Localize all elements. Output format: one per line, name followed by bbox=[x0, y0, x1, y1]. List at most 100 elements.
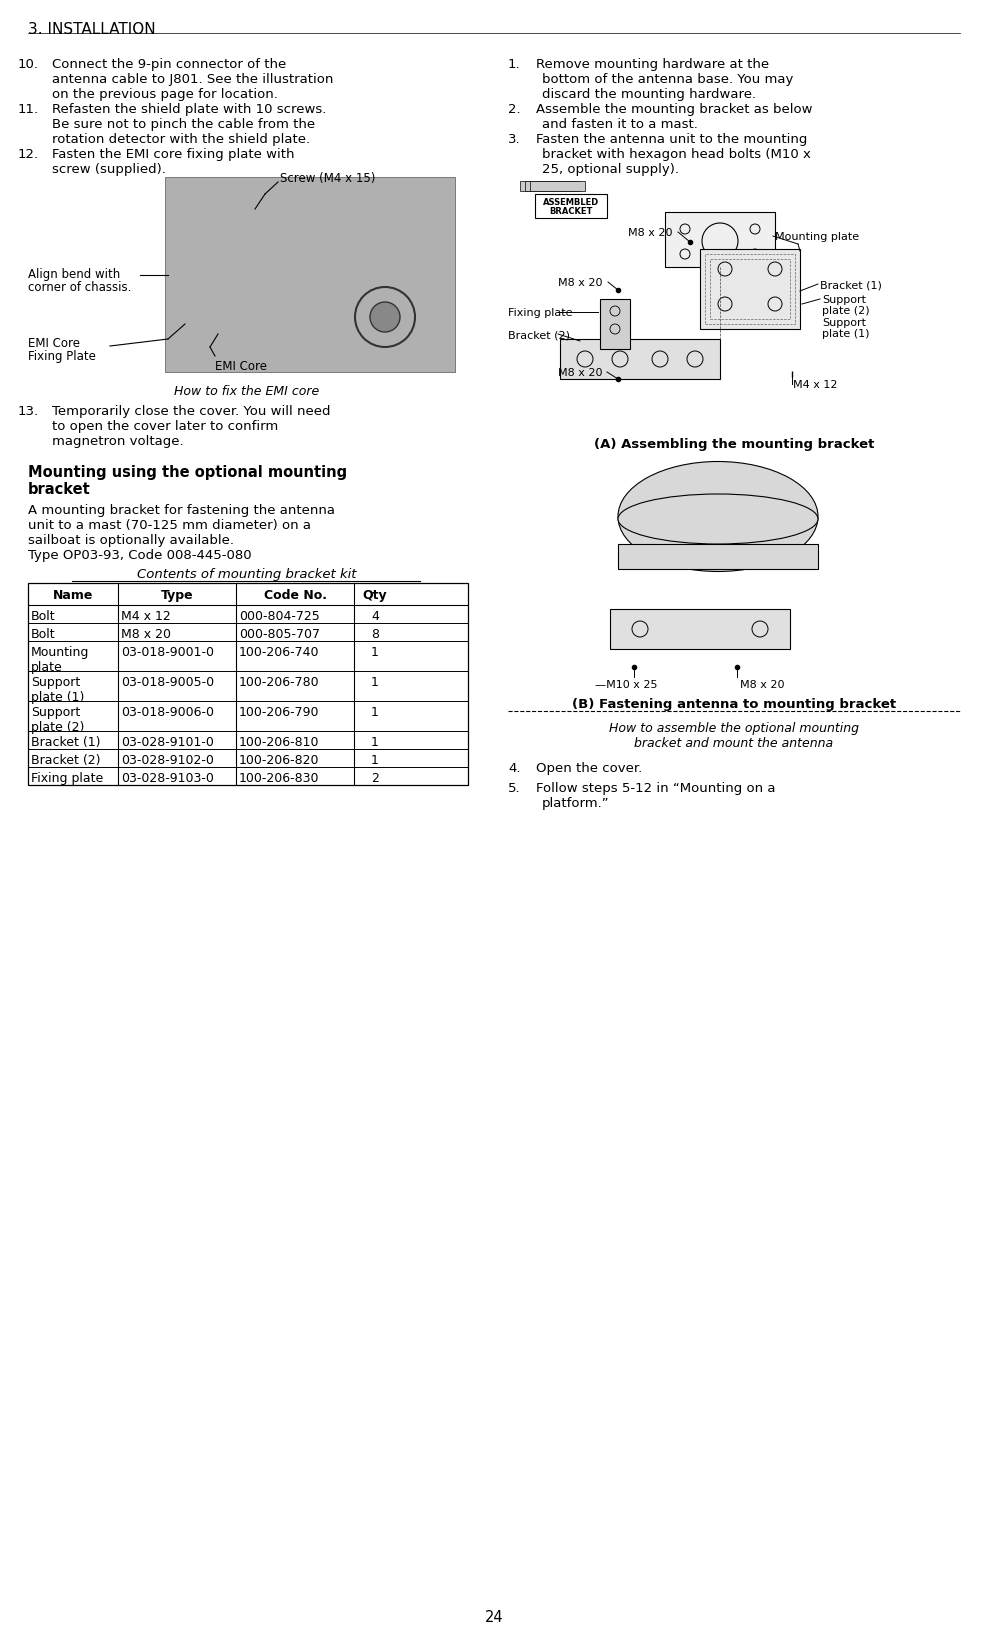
Text: Fasten the antenna unit to the mounting: Fasten the antenna unit to the mounting bbox=[536, 132, 807, 145]
Text: plate (2): plate (2) bbox=[822, 305, 869, 317]
Text: Be sure not to pinch the cable from the: Be sure not to pinch the cable from the bbox=[52, 118, 315, 131]
Text: Open the cover.: Open the cover. bbox=[536, 762, 642, 775]
Text: antenna cable to J801. See the illustration: antenna cable to J801. See the illustrat… bbox=[52, 73, 333, 86]
FancyBboxPatch shape bbox=[618, 545, 818, 570]
Text: Support
plate (2): Support plate (2) bbox=[31, 705, 84, 733]
Text: 11.: 11. bbox=[18, 103, 40, 116]
Text: EMI Core: EMI Core bbox=[215, 359, 267, 372]
Text: Follow steps 5-12 in “Mounting on a: Follow steps 5-12 in “Mounting on a bbox=[536, 782, 776, 795]
Text: sailboat is optionally available.: sailboat is optionally available. bbox=[28, 534, 234, 547]
Text: Name: Name bbox=[52, 589, 93, 602]
Text: 13.: 13. bbox=[18, 405, 40, 418]
Text: EMI Core: EMI Core bbox=[28, 336, 80, 349]
Text: discard the mounting hardware.: discard the mounting hardware. bbox=[542, 88, 756, 101]
Text: Contents of mounting bracket kit: Contents of mounting bracket kit bbox=[137, 568, 357, 581]
Text: M8 x 20: M8 x 20 bbox=[121, 628, 171, 641]
Text: 1: 1 bbox=[371, 736, 379, 749]
Text: 4: 4 bbox=[371, 610, 379, 623]
Text: 3. INSTALLATION: 3. INSTALLATION bbox=[28, 21, 156, 38]
Text: Bracket (1): Bracket (1) bbox=[820, 279, 882, 290]
Text: Type: Type bbox=[161, 589, 194, 602]
Text: 03-018-9005-0: 03-018-9005-0 bbox=[121, 676, 214, 689]
Text: screw (supplied).: screw (supplied). bbox=[52, 163, 166, 176]
Text: 100-206-740: 100-206-740 bbox=[239, 646, 319, 659]
Text: 03-028-9101-0: 03-028-9101-0 bbox=[121, 736, 213, 749]
Text: Support: Support bbox=[822, 295, 866, 305]
Text: 2: 2 bbox=[371, 772, 379, 785]
Text: 100-206-810: 100-206-810 bbox=[239, 736, 319, 749]
Text: 1: 1 bbox=[371, 754, 379, 767]
Text: Assemble the mounting bracket as below: Assemble the mounting bracket as below bbox=[536, 103, 812, 116]
Text: Connect the 9-pin connector of the: Connect the 9-pin connector of the bbox=[52, 59, 287, 70]
Text: 1: 1 bbox=[371, 646, 379, 659]
Text: 000-805-707: 000-805-707 bbox=[239, 628, 320, 641]
Text: 1: 1 bbox=[371, 676, 379, 689]
Text: Support
plate (1): Support plate (1) bbox=[31, 676, 84, 703]
Text: 1.: 1. bbox=[508, 59, 521, 70]
FancyBboxPatch shape bbox=[520, 181, 575, 193]
Text: bottom of the antenna base. You may: bottom of the antenna base. You may bbox=[542, 73, 793, 86]
Text: —M10 x 25: —M10 x 25 bbox=[595, 679, 657, 690]
Text: Bolt: Bolt bbox=[31, 628, 55, 641]
FancyBboxPatch shape bbox=[530, 181, 585, 193]
Text: Screw (M4 x 15): Screw (M4 x 15) bbox=[280, 171, 375, 184]
Text: Support: Support bbox=[822, 318, 866, 328]
Text: 4.: 4. bbox=[508, 762, 521, 775]
Text: bracket: bracket bbox=[28, 481, 91, 496]
Text: 12.: 12. bbox=[18, 149, 40, 162]
Text: magnetron voltage.: magnetron voltage. bbox=[52, 434, 184, 447]
Text: platform.”: platform.” bbox=[542, 796, 610, 809]
Text: Mounting plate: Mounting plate bbox=[775, 232, 860, 242]
Text: 100-206-780: 100-206-780 bbox=[239, 676, 320, 689]
Text: 03-028-9102-0: 03-028-9102-0 bbox=[121, 754, 213, 767]
Text: A mounting bracket for fastening the antenna: A mounting bracket for fastening the ant… bbox=[28, 504, 335, 517]
Text: (A) Assembling the mounting bracket: (A) Assembling the mounting bracket bbox=[594, 437, 874, 450]
Text: M8 x 20: M8 x 20 bbox=[558, 367, 603, 377]
FancyBboxPatch shape bbox=[165, 178, 455, 372]
Text: M4 x 12: M4 x 12 bbox=[121, 610, 171, 623]
Text: Type OP03-93, Code 008-445-080: Type OP03-93, Code 008-445-080 bbox=[28, 548, 252, 561]
Text: to open the cover later to confirm: to open the cover later to confirm bbox=[52, 419, 279, 432]
Text: How to fix the EMI core: How to fix the EMI core bbox=[174, 385, 320, 398]
Ellipse shape bbox=[618, 494, 818, 545]
Text: M8 x 20: M8 x 20 bbox=[740, 679, 784, 690]
Text: Mounting using the optional mounting: Mounting using the optional mounting bbox=[28, 465, 347, 480]
Text: Fasten the EMI core fixing plate with: Fasten the EMI core fixing plate with bbox=[52, 149, 294, 162]
Text: M8 x 20: M8 x 20 bbox=[628, 228, 673, 238]
Text: (B) Fastening antenna to mounting bracket: (B) Fastening antenna to mounting bracke… bbox=[572, 697, 896, 710]
Text: 25, optional supply).: 25, optional supply). bbox=[542, 163, 679, 176]
Text: 3.: 3. bbox=[508, 132, 521, 145]
Text: unit to a mast (70-125 mm diameter) on a: unit to a mast (70-125 mm diameter) on a bbox=[28, 519, 311, 532]
Text: Temporarily close the cover. You will need: Temporarily close the cover. You will ne… bbox=[52, 405, 331, 418]
Text: ASSEMBLED: ASSEMBLED bbox=[542, 197, 599, 207]
Text: 03-028-9103-0: 03-028-9103-0 bbox=[121, 772, 213, 785]
Text: 2.: 2. bbox=[508, 103, 521, 116]
Text: Code No.: Code No. bbox=[264, 589, 326, 602]
FancyBboxPatch shape bbox=[610, 610, 790, 650]
FancyBboxPatch shape bbox=[525, 181, 580, 193]
Text: 5.: 5. bbox=[508, 782, 521, 795]
Text: 24: 24 bbox=[485, 1609, 503, 1624]
Text: Bracket (1): Bracket (1) bbox=[31, 736, 101, 749]
FancyBboxPatch shape bbox=[535, 194, 607, 219]
Text: bracket with hexagon head bolts (M10 x: bracket with hexagon head bolts (M10 x bbox=[542, 149, 811, 162]
Text: plate (1): plate (1) bbox=[822, 328, 869, 339]
Text: on the previous page for location.: on the previous page for location. bbox=[52, 88, 278, 101]
Text: and fasten it to a mast.: and fasten it to a mast. bbox=[542, 118, 698, 131]
Text: 100-206-820: 100-206-820 bbox=[239, 754, 319, 767]
Text: 03-018-9001-0: 03-018-9001-0 bbox=[121, 646, 214, 659]
Text: 03-018-9006-0: 03-018-9006-0 bbox=[121, 705, 214, 718]
Text: 100-206-830: 100-206-830 bbox=[239, 772, 319, 785]
Text: 100-206-790: 100-206-790 bbox=[239, 705, 319, 718]
Bar bbox=[28, 584, 468, 785]
Text: 10.: 10. bbox=[18, 59, 39, 70]
FancyBboxPatch shape bbox=[600, 300, 630, 349]
Text: Bracket (2): Bracket (2) bbox=[508, 330, 570, 339]
FancyBboxPatch shape bbox=[700, 250, 800, 330]
Text: Bracket (2): Bracket (2) bbox=[31, 754, 101, 767]
Text: bracket and mount the antenna: bracket and mount the antenna bbox=[634, 736, 834, 749]
Text: Fixing Plate: Fixing Plate bbox=[28, 349, 96, 362]
Text: Align bend with: Align bend with bbox=[28, 268, 121, 281]
FancyBboxPatch shape bbox=[665, 212, 775, 268]
Text: Remove mounting hardware at the: Remove mounting hardware at the bbox=[536, 59, 769, 70]
